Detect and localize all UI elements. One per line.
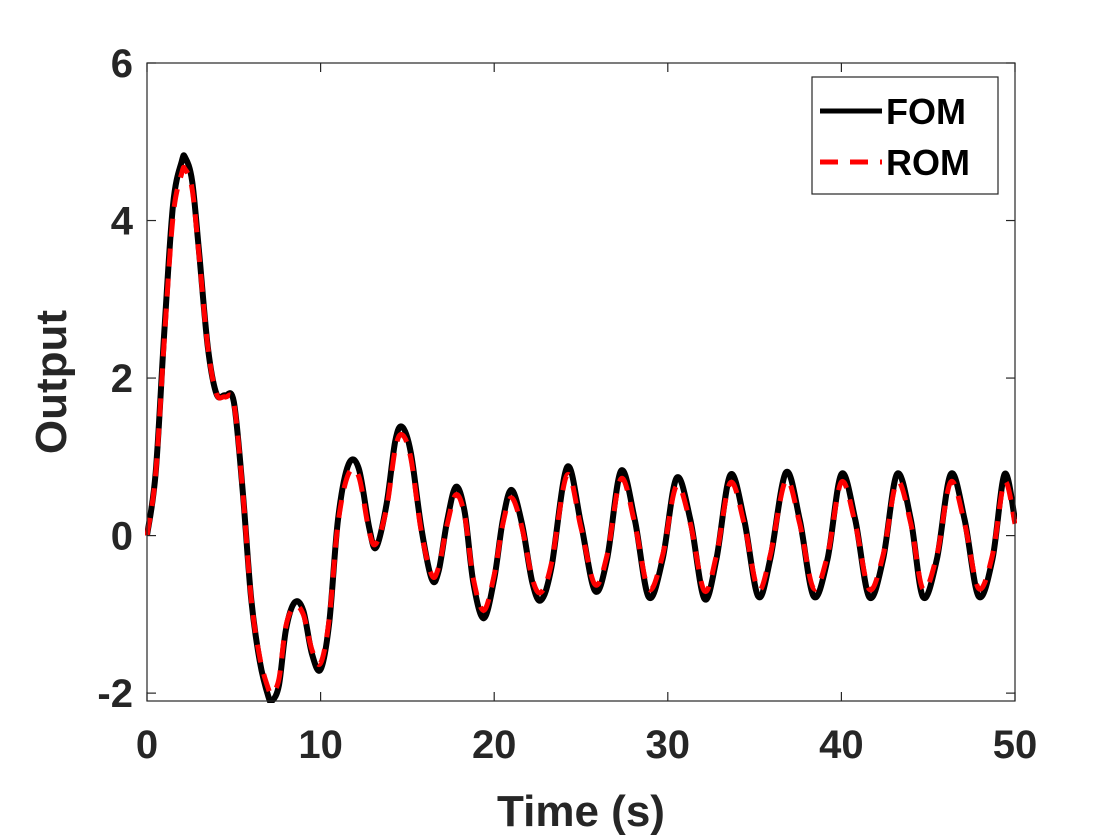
y-tick-label: 0 xyxy=(111,515,133,559)
x-tick-label: 0 xyxy=(136,723,158,767)
x-tick-label: 50 xyxy=(993,723,1038,767)
series-line-rom xyxy=(145,164,1017,697)
x-axis-label: Time (s) xyxy=(497,787,665,836)
axis-ticks xyxy=(146,62,1016,701)
legend: FOM ROM xyxy=(811,76,999,195)
axes-frame xyxy=(146,62,1016,702)
y-tick-label: 2 xyxy=(111,357,133,401)
y-tick-label: -2 xyxy=(97,672,133,716)
legend-rom-label: ROM xyxy=(886,142,970,183)
plot-series xyxy=(145,152,1017,703)
y-axis-label: Output xyxy=(27,310,76,455)
legend-fom-label: FOM xyxy=(886,91,966,132)
y-tick-label: 6 xyxy=(111,42,133,86)
y-tick-label: 4 xyxy=(111,200,134,244)
x-tick-label: 10 xyxy=(298,723,343,767)
x-tick-label: 40 xyxy=(819,723,864,767)
legend-box xyxy=(811,76,999,195)
series-line-fom xyxy=(145,152,1017,703)
x-tick-label: 30 xyxy=(646,723,691,767)
x-tick-label: 20 xyxy=(472,723,517,767)
